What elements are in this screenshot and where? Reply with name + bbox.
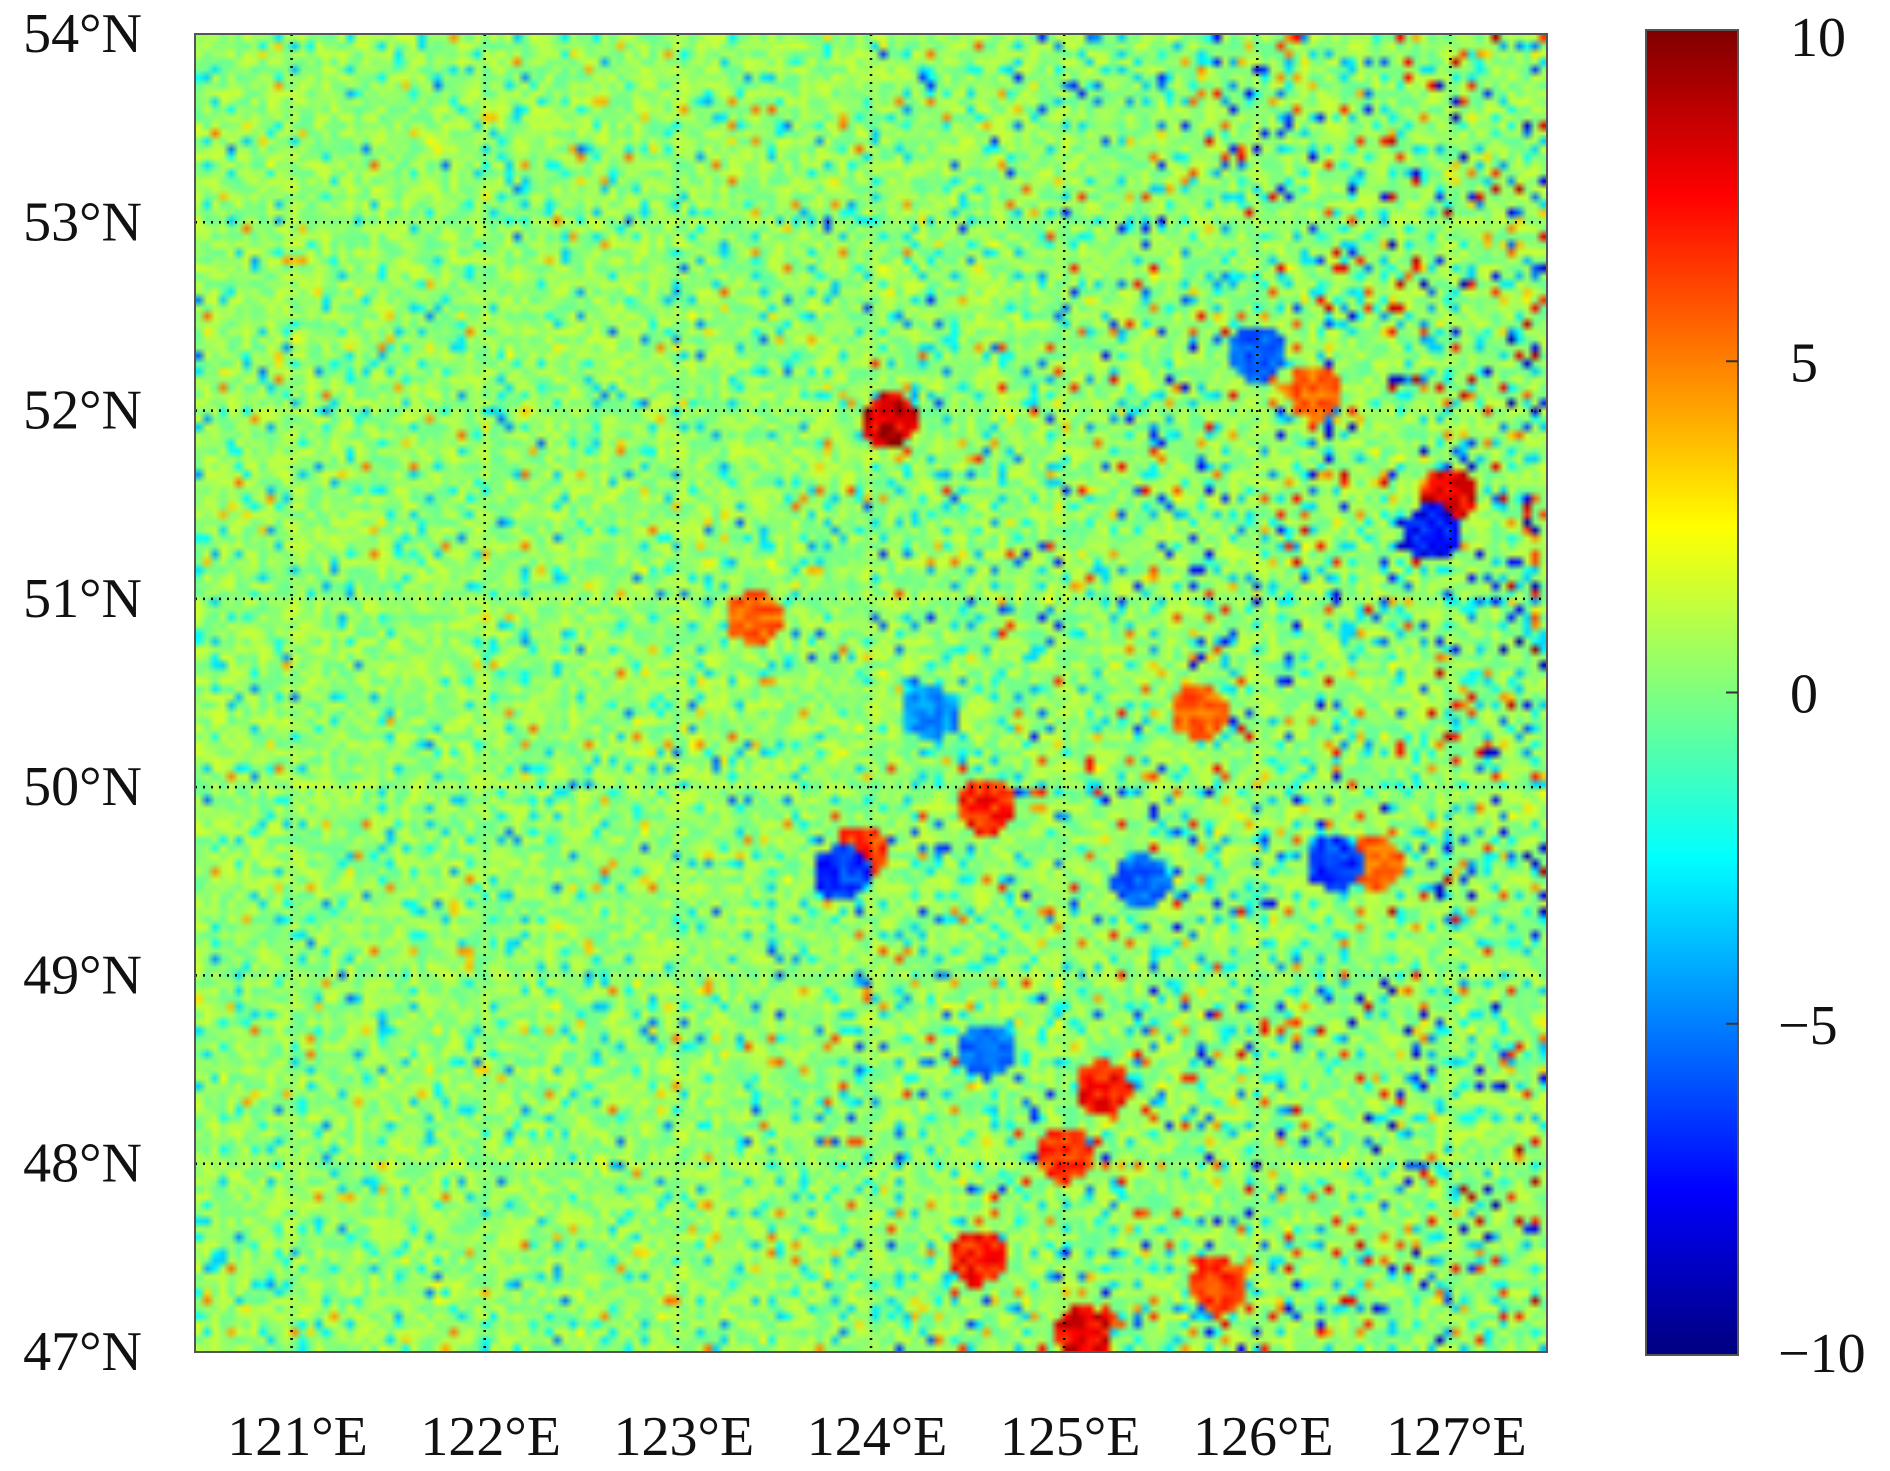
colorbar: 10 5 0 −5 −10 (1645, 7, 1866, 1385)
colorbar-tick-label: 5 (1790, 332, 1818, 394)
colorbar-gradient (1645, 29, 1739, 1356)
longitude-tick-label: 127°E (1386, 1406, 1527, 1468)
latitude-tick-label: 51°N (23, 568, 142, 630)
longitude-tick-label: 122°E (420, 1406, 561, 1468)
colorbar-tick-label: 0 (1790, 664, 1818, 726)
colorbar-tick-marks (1726, 360, 1738, 1025)
latitude-tick-label: 50°N (23, 756, 142, 818)
colorbar-tick-label: 10 (1790, 7, 1846, 69)
map-plot-area (194, 33, 1548, 1353)
longitude-tick-label: 121°E (227, 1406, 368, 1468)
latitude-tick-label: 52°N (23, 380, 142, 442)
latitude-tick-label: 54°N (23, 3, 142, 65)
latitude-tick-label: 53°N (23, 191, 142, 253)
latitude-tick-label: 49°N (23, 944, 142, 1006)
colorbar-tick-labels: 10 5 0 −5 −10 (1778, 7, 1866, 1385)
longitude-tick-label: 123°E (614, 1406, 755, 1468)
longitude-tick-label: 125°E (1000, 1406, 1141, 1468)
graticule-grid (195, 34, 1547, 1352)
longitude-tick-label: 124°E (807, 1406, 948, 1468)
latitude-tick-label: 47°N (23, 1321, 142, 1383)
colorbar-tick-label: −10 (1778, 1323, 1866, 1385)
longitude-tick-labels: 121°E 122°E 123°E 124°E 125°E 126°E 127°E (227, 1406, 1526, 1468)
map-frame (194, 33, 1548, 1353)
heatmap-raster (195, 34, 1547, 1352)
colorbar-tick-label: −5 (1778, 995, 1838, 1057)
latitude-tick-labels: 54°N 53°N 52°N 51°N 50°N 49°N 48°N 47°N (23, 3, 142, 1383)
longitude-tick-label: 126°E (1193, 1406, 1334, 1468)
latitude-tick-label: 48°N (23, 1133, 142, 1195)
